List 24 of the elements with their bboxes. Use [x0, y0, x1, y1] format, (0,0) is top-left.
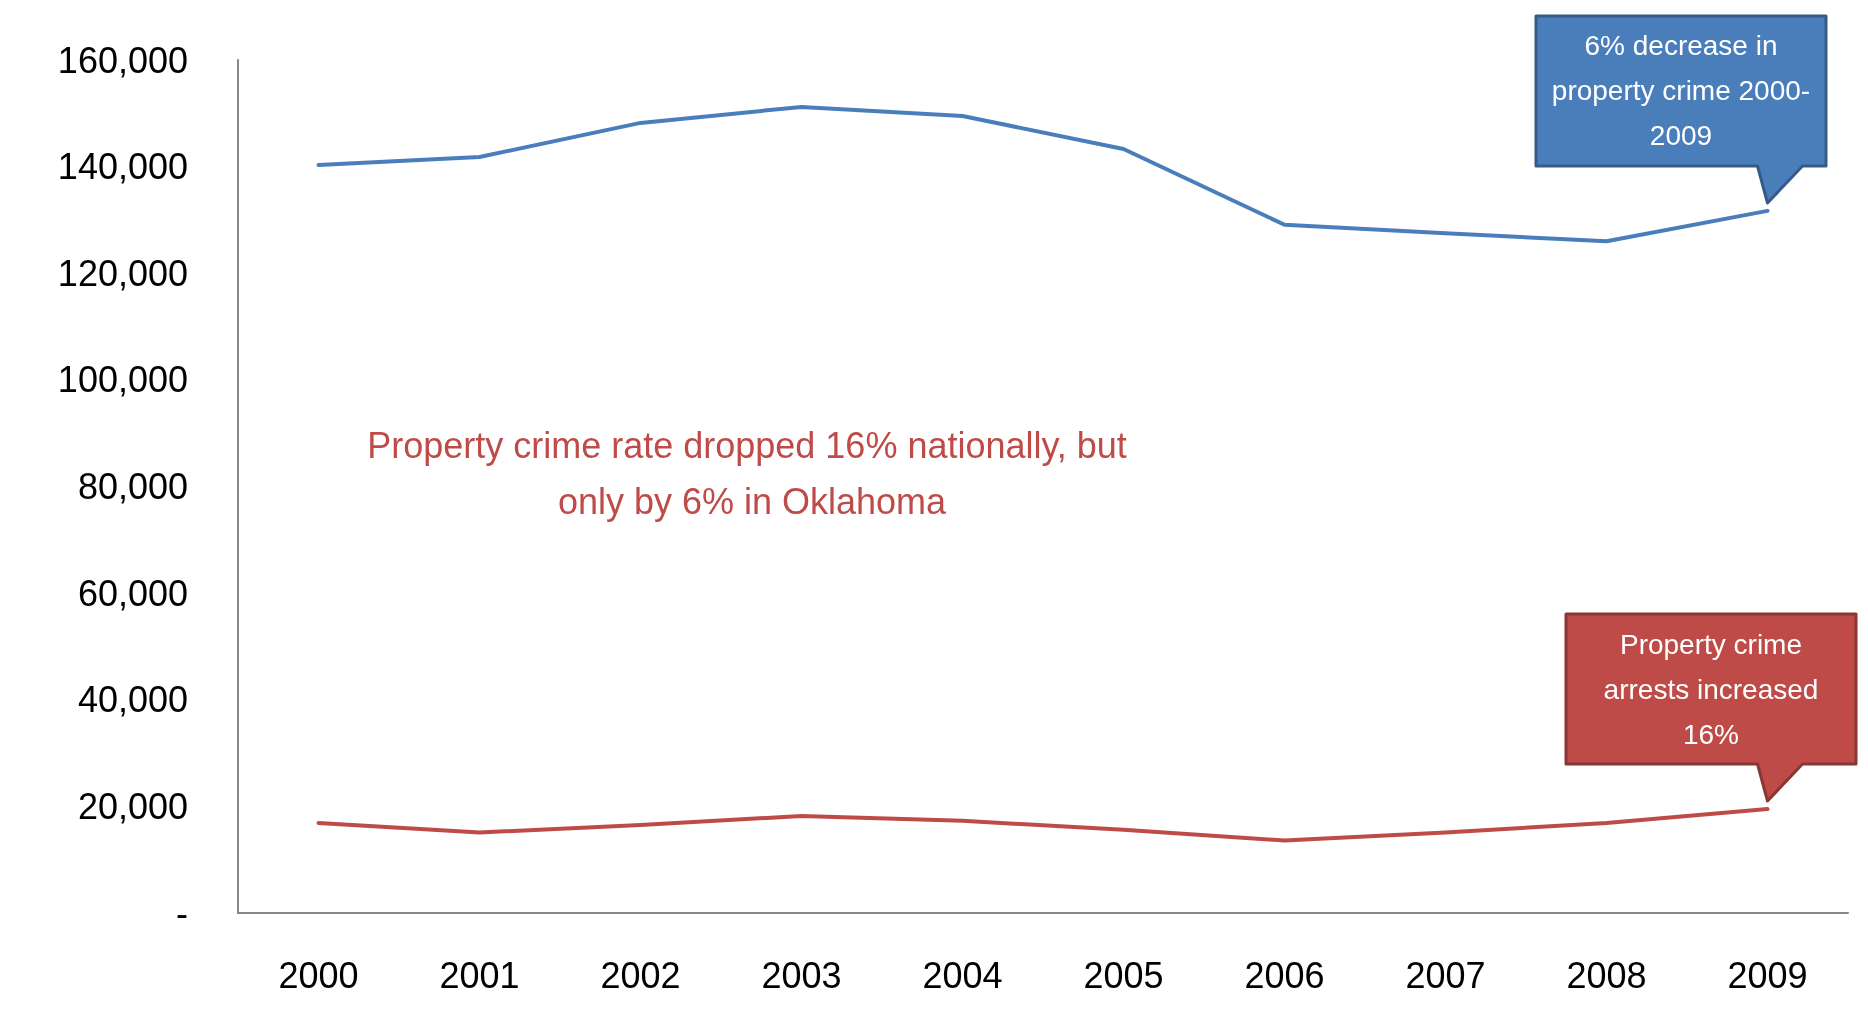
y-tick-label: 20,000	[77, 785, 188, 827]
line-series	[316, 807, 1770, 843]
y-tick-label: 160,000	[57, 39, 188, 81]
x-tick-label: 2002	[600, 954, 681, 996]
y-tick-label: 80,000	[77, 466, 188, 507]
y-tick-label: 140,000	[57, 146, 188, 188]
y-tick-label: 120,000	[57, 252, 188, 294]
annotation: Property crime rate dropped 16% nationally, but only by 6% in Oklahoma	[367, 424, 1137, 522]
x-tick-label: 2001	[439, 954, 520, 996]
y-tick-label: 40,000	[77, 679, 188, 721]
y-tick-label: 100,000	[57, 359, 188, 401]
x-tick-label: 2003	[761, 954, 842, 996]
x-tick-label: 2006	[1244, 954, 1325, 996]
x-tick-label: 2000	[278, 954, 359, 996]
x-tick-label: 2008	[1566, 954, 1647, 996]
annotation: 6% decrease in property crime 2000-2009	[1551, 29, 1811, 154]
y-tick-label: 60,000	[77, 572, 188, 614]
line-series	[316, 104, 1770, 244]
x-tick-label: 2004	[922, 954, 1003, 996]
y-tick-label: -	[176, 892, 188, 934]
x-tick-label: 2005	[1083, 954, 1164, 996]
annotation: Property crime arrests increased 16%	[1602, 627, 1820, 752]
x-tick-label: 2009	[1727, 954, 1808, 996]
x-tick-label: 2007	[1405, 954, 1486, 996]
